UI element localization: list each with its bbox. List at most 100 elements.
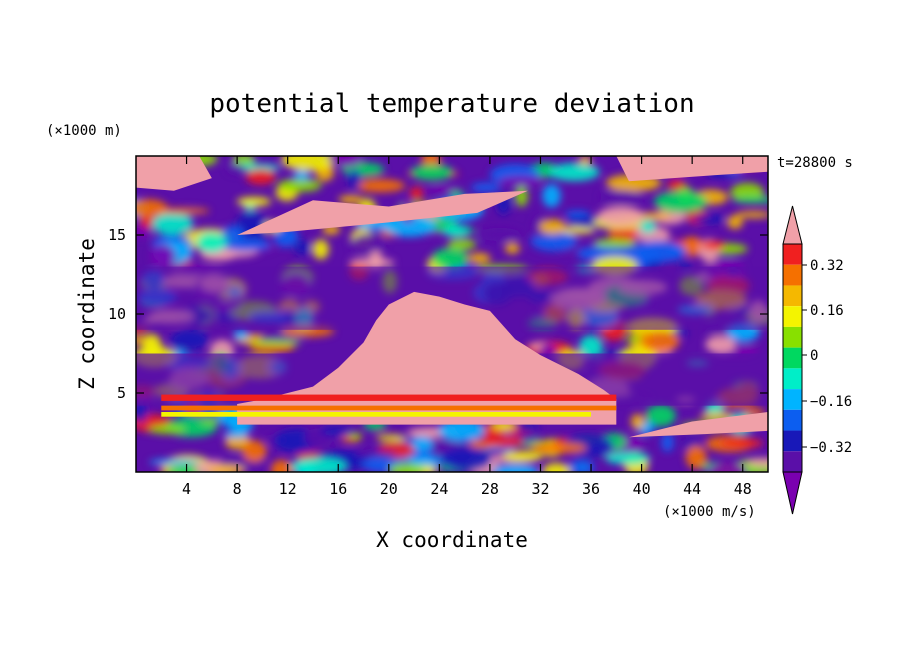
- contour-blob: [705, 335, 736, 354]
- colorbar-swatch: [783, 264, 802, 286]
- contour-blob: [531, 442, 587, 454]
- contour-blob: [328, 156, 363, 167]
- contour-blob: [668, 243, 682, 258]
- contour-blob: [222, 430, 249, 439]
- contour-blob: [226, 164, 245, 174]
- contour-blob: [440, 446, 493, 471]
- contour-blob: [431, 247, 469, 269]
- contour-blob: [350, 233, 386, 255]
- contour-blob: [375, 434, 407, 441]
- contour-blob: [270, 459, 293, 472]
- colorbar: 0.32 0.16 0 −0.16 −0.32: [782, 205, 852, 515]
- contour-blob: [718, 438, 764, 449]
- x-tick-label: 36: [582, 480, 600, 498]
- contour-blob: [221, 225, 244, 243]
- contour-blob: [150, 244, 176, 268]
- chart-title: potential temperature deviation: [209, 89, 694, 119]
- contour-blob: [702, 240, 726, 250]
- y-axis: 5 10 15: [108, 226, 768, 402]
- contour-blob: [692, 214, 726, 224]
- contour-blob: [481, 434, 524, 448]
- contour-blob: [542, 462, 571, 472]
- x-tick-label: 32: [531, 480, 549, 498]
- contour-blob: [157, 207, 210, 215]
- contour-blob: [388, 462, 425, 472]
- colorbar-top-arrow: [782, 205, 803, 245]
- contour-blob: [685, 445, 707, 469]
- contour-blob: [312, 239, 329, 260]
- contour-blob: [293, 170, 310, 180]
- warm-patch: [616, 156, 768, 182]
- colorbar-swatch: [783, 244, 802, 265]
- x-axis: 4 8 12 16 20 24 28 32 36 40 44 48: [182, 156, 752, 498]
- colorbar-swatch: [783, 285, 802, 307]
- x-tick-label: 44: [683, 480, 701, 498]
- contour-blob: [599, 190, 643, 205]
- contour-blob: [564, 210, 590, 218]
- x-tick-label: 4: [182, 480, 191, 498]
- contour-blob: [568, 459, 595, 472]
- contour-blob: [355, 178, 406, 193]
- contour-blob: [499, 176, 542, 186]
- colorbar-bottom-arrow: [782, 471, 803, 515]
- contour-blob: [136, 199, 168, 218]
- colorbar-swatch: [783, 326, 802, 348]
- contour-blob: [746, 458, 768, 467]
- contour-blob: [645, 404, 676, 427]
- inversion-stripe: [161, 405, 617, 411]
- contour-blob: [338, 195, 364, 204]
- contour-blob: [233, 329, 249, 341]
- colorbar-frame: [782, 243, 803, 473]
- contour-blob: [442, 225, 470, 237]
- contour-blob: [680, 236, 704, 257]
- warm-patch: [136, 156, 212, 191]
- contour-blob: [411, 436, 433, 452]
- contour-blob: [735, 211, 768, 219]
- inversion-stripe: [161, 394, 617, 401]
- contour-blob: [504, 242, 520, 254]
- time-label: t=28800 s: [777, 155, 853, 171]
- contour-blob: [578, 335, 603, 359]
- x-tick-label: 24: [430, 480, 448, 498]
- contour-blob: [447, 238, 477, 250]
- warm-patch: [237, 190, 528, 235]
- contour-blob: [319, 426, 352, 437]
- contour-blob: [492, 463, 539, 472]
- warm-patch: [628, 411, 768, 438]
- colorbar-label: 0: [810, 348, 818, 364]
- contour-blob: [426, 185, 459, 193]
- contour-blob: [136, 227, 156, 238]
- contour-blob: [293, 239, 311, 255]
- x-tick-label: 40: [633, 480, 651, 498]
- colorbar-swatch: [783, 347, 802, 369]
- contour-blob: [640, 219, 657, 234]
- contour-blob: [259, 333, 299, 342]
- contour-blob: [654, 190, 708, 213]
- contour-blob: [207, 464, 246, 472]
- contour-blob: [477, 227, 522, 241]
- contour-blob: [355, 450, 397, 458]
- y-axis-title: Z coordinate: [75, 238, 99, 390]
- contour-blob: [542, 184, 561, 208]
- contour-blob: [142, 333, 162, 357]
- contour-blob: [630, 413, 645, 430]
- colorbar-label: 0.16: [810, 303, 844, 319]
- contour-blob: [640, 330, 680, 352]
- contour-blob: [409, 186, 424, 200]
- inversion-stripe: [161, 411, 592, 417]
- contour-blob: [539, 219, 567, 235]
- contour-blob: [726, 215, 743, 230]
- y-tick-label: 5: [117, 384, 126, 402]
- contour-blob: [468, 253, 491, 264]
- contour-blob: [236, 196, 272, 207]
- colorbar-swatch: [783, 409, 802, 431]
- contour-blob: [593, 238, 636, 248]
- colorbar-swatch: [783, 389, 802, 410]
- contour-blob: [151, 212, 194, 235]
- y-unit-label: (×1000 m): [46, 123, 122, 139]
- contour-blob: [347, 169, 362, 189]
- contour-blob: [249, 339, 301, 347]
- contour-blob: [501, 450, 544, 462]
- colorbar-label: −0.16: [810, 394, 852, 410]
